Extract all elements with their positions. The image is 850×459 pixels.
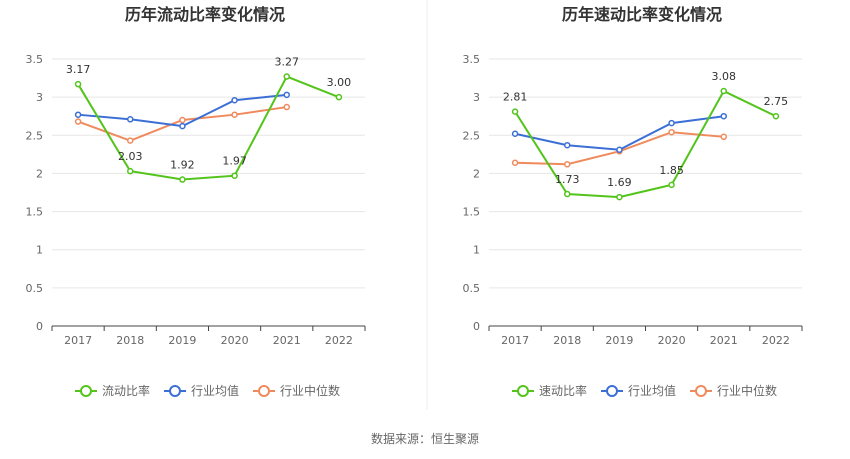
- primary-data-point: [564, 190, 571, 198]
- data-label: 1.85: [659, 164, 684, 177]
- x-tick-label: 2017: [64, 334, 92, 347]
- y-tick-label: 3.5: [26, 53, 44, 66]
- chart-title: 历年流动比率变化情况: [125, 5, 285, 24]
- source-note: 数据来源：恒生聚源: [371, 431, 479, 446]
- industry-median-data-point: [283, 103, 290, 111]
- current-ratio-chart: 历年流动比率变化情况 0 0.5 1 1.5 2 2.5 3 3.5 2017 2018 2019 20…: [26, 5, 366, 398]
- data-label: 2.75: [764, 95, 789, 108]
- x-tick-label: 2019: [605, 334, 633, 347]
- industry-avg-legend-marker: [606, 385, 618, 397]
- y-tick-label: 3: [36, 91, 43, 104]
- industry-median-data-point: [511, 159, 519, 166]
- data-label: 3.17: [66, 63, 91, 76]
- x-tick-label: 2018: [553, 334, 581, 347]
- y-tick-label: 2: [473, 167, 480, 180]
- industry-avg-data-point: [668, 119, 675, 127]
- primary-legend-marker: [80, 385, 92, 397]
- primary-legend-label: 流动比率: [102, 383, 150, 398]
- data-label: 3.27: [275, 56, 300, 69]
- industry-median-legend-marker: [258, 385, 270, 397]
- industry-median-data-point: [668, 128, 675, 136]
- y-tick-label: 0: [36, 320, 43, 333]
- industry-avg-data-point: [511, 130, 519, 138]
- quick-ratio-chart: 历年速动比率变化情况 0 0.5 1 1.5 2 2.5 3 3.5 2017 2018 2019 20…: [463, 5, 803, 398]
- primary-series-line: [514, 89, 777, 199]
- industry-median-data-point: [179, 116, 186, 124]
- industry-avg-data-point: [179, 122, 186, 130]
- x-tick-label: 2017: [501, 334, 529, 347]
- y-tick-label: 1: [473, 244, 480, 257]
- industry-avg-series-line: [514, 115, 724, 151]
- industry-median-data-point: [720, 133, 727, 141]
- x-tick-label: 2022: [325, 334, 353, 347]
- y-tick-label: 2.5: [26, 129, 44, 142]
- industry-avg-legend-label: 行业均值: [191, 383, 239, 398]
- primary-data-point: [772, 112, 780, 120]
- primary-data-point: [179, 176, 186, 183]
- primary-data-point: [74, 80, 82, 88]
- industry-median-legend-label: 行业中位数: [280, 383, 340, 398]
- primary-data-point: [335, 93, 343, 101]
- y-tick-label: 3.5: [463, 53, 481, 66]
- x-tick-label: 2018: [116, 334, 144, 347]
- primary-data-point: [511, 108, 519, 115]
- y-tick-label: 0.5: [26, 282, 44, 295]
- industry-median-legend-marker: [695, 385, 707, 397]
- industry-avg-data-point: [720, 112, 727, 120]
- industry-avg-data-point: [231, 96, 238, 104]
- y-tick-label: 1.5: [463, 206, 481, 219]
- industry-avg-data-point: [74, 111, 82, 118]
- industry-median-data-point: [74, 118, 82, 125]
- industry-avg-legend-marker: [169, 385, 181, 397]
- industry-median-data-point: [231, 111, 238, 118]
- primary-series-line: [77, 75, 340, 181]
- data-label: 2.03: [118, 150, 143, 163]
- data-label: 3.00: [327, 76, 352, 89]
- data-label: 1.97: [222, 155, 247, 168]
- x-tick-label: 2019: [168, 334, 196, 347]
- industry-avg-data-point: [127, 116, 134, 123]
- primary-legend-marker: [517, 385, 529, 397]
- x-tick-label: 2021: [273, 334, 301, 347]
- y-tick-label: 1.5: [26, 206, 44, 219]
- y-tick-label: 0: [473, 320, 480, 333]
- y-tick-label: 2: [36, 167, 43, 180]
- primary-data-point: [283, 73, 290, 80]
- industry-avg-data-point: [283, 91, 290, 99]
- data-label: 2.81: [503, 91, 528, 104]
- data-label: 3.08: [712, 70, 737, 83]
- industry-median-data-point: [127, 137, 134, 144]
- primary-data-point: [668, 181, 675, 189]
- x-tick-label: 2022: [762, 334, 790, 347]
- primary-data-point: [127, 167, 134, 175]
- y-tick-label: 2.5: [463, 129, 481, 142]
- industry-median-data-point: [564, 161, 571, 168]
- x-tick-label: 2020: [658, 334, 686, 347]
- y-tick-label: 3: [473, 91, 480, 104]
- primary-data-point: [231, 172, 238, 179]
- y-tick-label: 1: [36, 244, 43, 257]
- industry-avg-legend-label: 行业均值: [628, 383, 676, 398]
- chart-title: 历年速动比率变化情况: [562, 5, 722, 24]
- primary-data-point: [720, 87, 727, 95]
- industry-median-legend-label: 行业中位数: [717, 383, 777, 398]
- industry-avg-data-point: [616, 146, 623, 154]
- y-tick-label: 0.5: [463, 282, 481, 295]
- x-tick-label: 2021: [710, 334, 738, 347]
- data-label: 1.92: [170, 159, 195, 172]
- primary-data-point: [616, 193, 623, 201]
- data-label: 1.73: [555, 173, 580, 186]
- industry-avg-data-point: [564, 141, 571, 149]
- primary-legend-label: 速动比率: [539, 383, 587, 398]
- x-tick-label: 2020: [221, 334, 249, 347]
- data-label: 1.69: [607, 176, 632, 189]
